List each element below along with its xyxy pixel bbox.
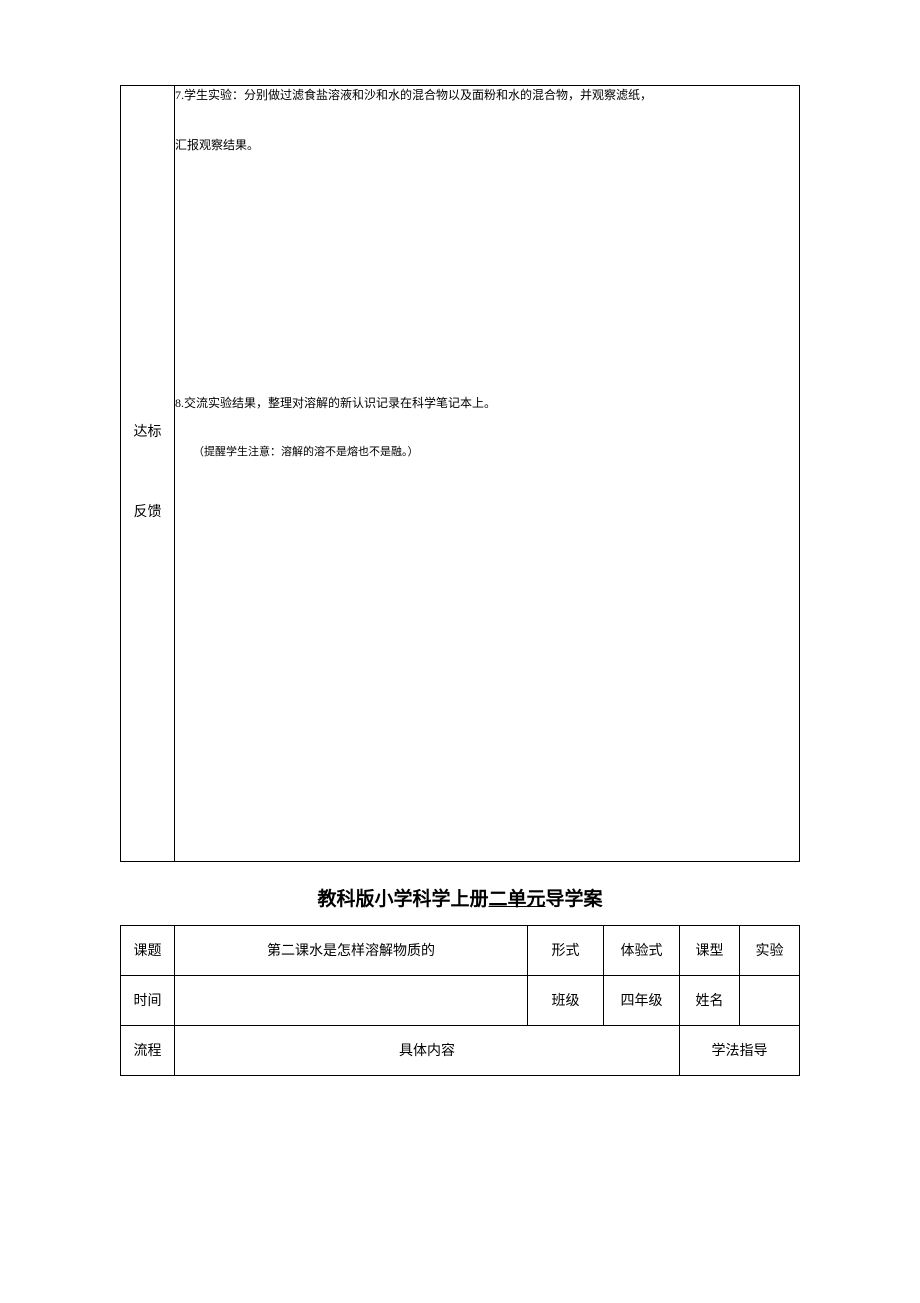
table-row: 课题 第二课水是怎样溶解物质的 形式 体验式 课型 实验 (121, 925, 800, 975)
table-row: 流程 具体内容 学法指导 (121, 1025, 800, 1075)
cell-format-label: 形式 (528, 925, 604, 975)
cell-class-label: 班级 (528, 975, 604, 1025)
title-suffix: 导学案 (546, 889, 603, 910)
feedback-label-bottom: 反馈 (134, 499, 162, 527)
cell-process-label: 流程 (121, 1025, 175, 1075)
content-line-8: 8.交流实验结果，整理对溶解的新认识记录在科学笔记本上。 (175, 394, 799, 412)
feedback-label-cell: 达标 反馈 (121, 86, 175, 862)
cell-time-label: 时间 (121, 975, 175, 1025)
cell-name-value (740, 975, 800, 1025)
feedback-label-top: 达标 (134, 419, 162, 447)
cell-type-label: 课型 (680, 925, 740, 975)
cell-guidance-label: 学法指导 (680, 1025, 800, 1075)
title-underline: 二单元 (488, 889, 545, 910)
content-line-7: 7.学生实验：分别做过滤食盐溶液和沙和水的混合物以及面粉和水的混合物，并观察滤纸… (175, 86, 799, 104)
unit-title: 教科版小学科学上册二单元导学案 (120, 884, 800, 911)
cell-format-value: 体验式 (604, 925, 680, 975)
cell-type-value: 实验 (740, 925, 800, 975)
cell-topic-value: 第二课水是怎样溶解物质的 (175, 925, 528, 975)
cell-topic-label: 课题 (121, 925, 175, 975)
table-row: 时间 班级 四年级 姓名 (121, 975, 800, 1025)
content-line-8b: （提醒学生注意：溶解的溶不是熔也不是融。） (193, 444, 799, 461)
cell-name-label: 姓名 (680, 975, 740, 1025)
title-prefix: 教科版小学科学上册 (317, 889, 488, 910)
lesson-info-table: 课题 第二课水是怎样溶解物质的 形式 体验式 课型 实验 时间 班级 四年级 姓… (120, 925, 800, 1076)
content-line-7b: 汇报观察结果。 (175, 136, 799, 154)
feedback-content-cell: 7.学生实验：分别做过滤食盐溶液和沙和水的混合物以及面粉和水的混合物，并观察滤纸… (175, 86, 800, 862)
cell-content-label: 具体内容 (175, 1025, 680, 1075)
feedback-table: 达标 反馈 7.学生实验：分别做过滤食盐溶液和沙和水的混合物以及面粉和水的混合物… (120, 85, 800, 862)
cell-time-value (175, 975, 528, 1025)
cell-class-value: 四年级 (604, 975, 680, 1025)
